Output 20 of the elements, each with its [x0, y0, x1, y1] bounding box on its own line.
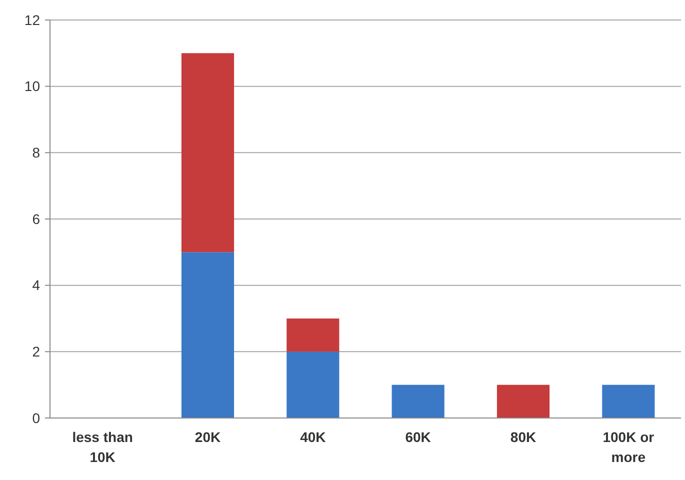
bar: [602, 384, 655, 418]
x-tick-label: 40K: [300, 429, 326, 445]
y-tick-label: 2: [32, 344, 40, 360]
bar: [181, 53, 234, 252]
bar: [181, 252, 234, 418]
y-tick-label: 12: [24, 12, 40, 28]
bar: [286, 352, 340, 418]
y-tick-label: 4: [32, 277, 40, 294]
x-tick-label: less than 10K: [72, 429, 133, 465]
x-tick-label: 100K or more: [602, 429, 655, 465]
y-tick-label: 8: [32, 144, 40, 161]
y-tick-label: 0: [32, 410, 40, 426]
x-tick-label: 20K: [194, 429, 221, 445]
bar: [286, 318, 340, 352]
bar: [496, 384, 550, 418]
x-tick-label: 60K: [405, 429, 431, 445]
x-tick-label: 80K: [510, 429, 536, 445]
y-tick-label: 6: [32, 210, 40, 227]
y-tick-label: 10: [24, 78, 40, 94]
bar: [392, 384, 444, 418]
